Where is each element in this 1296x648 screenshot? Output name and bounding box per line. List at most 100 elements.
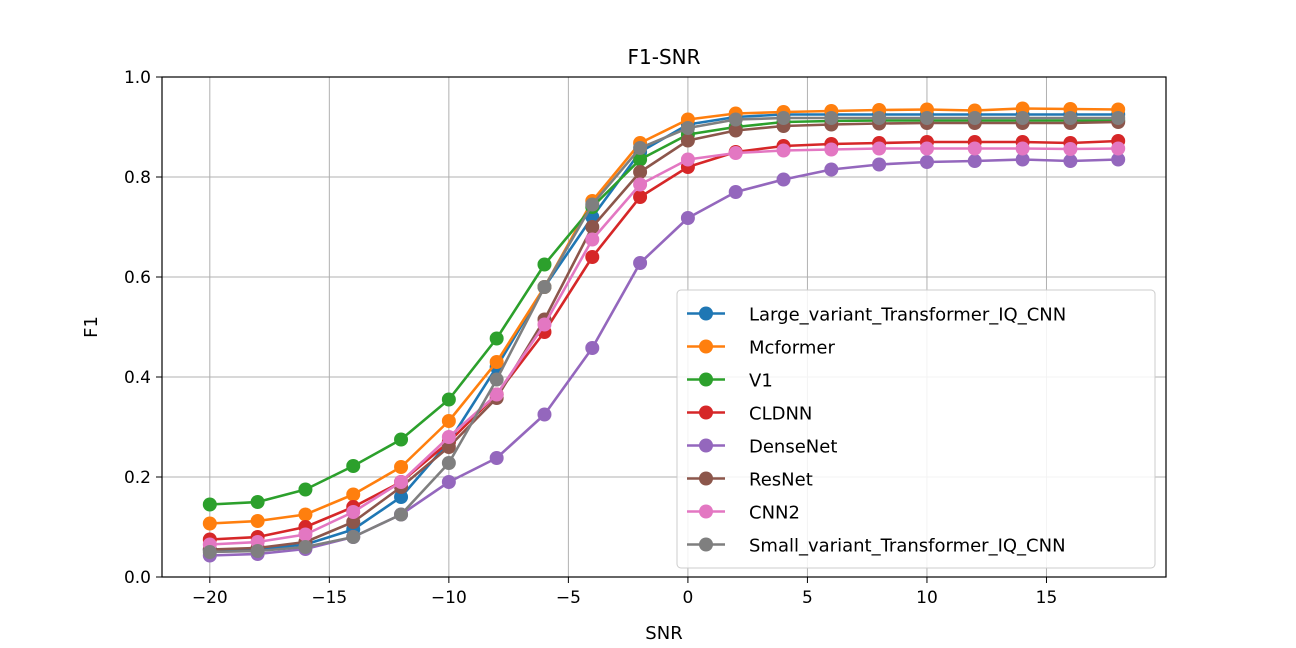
data-point — [633, 256, 648, 270]
data-point — [298, 507, 313, 522]
data-point — [633, 165, 648, 179]
data-point — [919, 111, 934, 125]
data-point — [537, 257, 552, 272]
data-point — [1015, 141, 1030, 156]
data-point — [298, 540, 313, 554]
data-point — [537, 280, 552, 294]
data-point — [633, 177, 648, 192]
y-tick-label: 0.0 — [124, 568, 151, 588]
data-point — [441, 456, 456, 470]
data-point — [919, 155, 934, 169]
data-point — [776, 111, 791, 125]
data-point — [728, 112, 743, 127]
data-point — [441, 440, 456, 454]
series-7 — [202, 111, 1126, 559]
data-point — [776, 172, 791, 187]
data-point — [346, 515, 361, 529]
data-point — [1111, 152, 1126, 167]
data-point — [728, 185, 743, 199]
legend-marker — [699, 372, 713, 387]
data-point — [872, 141, 887, 156]
data-point — [585, 341, 600, 355]
legend-label: CLDNN — [749, 404, 812, 425]
legend-item: CNN2 — [687, 503, 800, 524]
x-tick-label: 5 — [802, 588, 813, 608]
axis-ticks: −20 −15 −10 −5 0 5 10 15 0.0 0.2 0.4 0.6 0.8 1.0 — [124, 68, 1057, 608]
data-point — [585, 197, 600, 212]
x-tick-label: −10 — [431, 588, 467, 608]
data-point — [824, 162, 839, 177]
data-point — [1063, 154, 1078, 168]
data-point — [441, 392, 456, 407]
y-tick-label: 0.4 — [124, 368, 151, 388]
legend-marker — [699, 471, 713, 486]
data-point — [250, 495, 265, 509]
data-point — [1015, 111, 1030, 125]
data-point — [919, 141, 934, 156]
data-point — [1111, 141, 1126, 156]
x-tick-label: −20 — [192, 588, 228, 608]
data-point — [394, 460, 409, 474]
data-point — [1063, 142, 1078, 156]
data-point — [1063, 111, 1078, 125]
y-tick-label: 0.6 — [124, 268, 151, 288]
y-axis-label: F1 — [81, 316, 102, 338]
x-tick-label: 10 — [916, 588, 938, 608]
data-point — [824, 142, 839, 157]
legend-label: Large_variant_Transformer_IQ_CNN — [749, 305, 1066, 326]
legend-marker — [699, 504, 713, 519]
data-point — [585, 250, 600, 264]
legend-marker — [699, 306, 713, 321]
chart-title: F1-SNR — [628, 45, 701, 69]
data-point — [585, 220, 600, 234]
data-point — [202, 545, 217, 559]
legend-item: CLDNN — [687, 404, 812, 425]
legend-label: ResNet — [749, 470, 813, 491]
data-point — [489, 451, 504, 465]
data-point — [394, 507, 409, 522]
data-point — [441, 475, 456, 489]
axes-frame — [161, 76, 1167, 578]
data-point — [872, 157, 887, 172]
data-point — [633, 141, 648, 155]
legend-marker — [699, 339, 713, 354]
data-point — [346, 530, 361, 544]
data-point — [1015, 152, 1030, 167]
legend-marker — [699, 405, 713, 420]
data-point — [489, 372, 504, 387]
series-line — [209, 147, 1119, 546]
data-point — [680, 211, 695, 225]
legend-label: Small_variant_Transformer_IQ_CNN — [749, 536, 1066, 557]
legend-marker — [699, 537, 713, 552]
data-point — [298, 482, 313, 497]
legend-item: Mcformer — [687, 338, 835, 359]
data-point — [537, 317, 552, 332]
x-tick-label: −5 — [556, 588, 581, 608]
data-point — [824, 111, 839, 125]
data-point — [967, 141, 982, 156]
data-point — [967, 154, 982, 168]
series-line — [209, 119, 1119, 506]
data-point — [537, 407, 552, 422]
x-tick-label: 0 — [682, 588, 693, 608]
data-point — [346, 459, 361, 473]
data-point — [202, 497, 217, 512]
series-line — [209, 107, 1119, 525]
data-point — [489, 355, 504, 369]
data-point — [680, 152, 695, 167]
data-point — [680, 121, 695, 135]
y-tick-label: 0.8 — [124, 168, 151, 188]
data-point — [585, 232, 600, 247]
data-point — [250, 514, 265, 528]
x-axis-label: SNR — [645, 623, 682, 644]
data-point — [394, 432, 409, 447]
data-point — [680, 133, 695, 148]
legend-item: Large_variant_Transformer_IQ_CNN — [687, 305, 1066, 326]
data-point — [298, 527, 313, 542]
data-point — [633, 190, 648, 204]
series-6 — [202, 141, 1126, 552]
legend-label: V1 — [749, 371, 773, 392]
series-line — [209, 120, 1119, 551]
y-tick-label: 1.0 — [124, 68, 151, 88]
